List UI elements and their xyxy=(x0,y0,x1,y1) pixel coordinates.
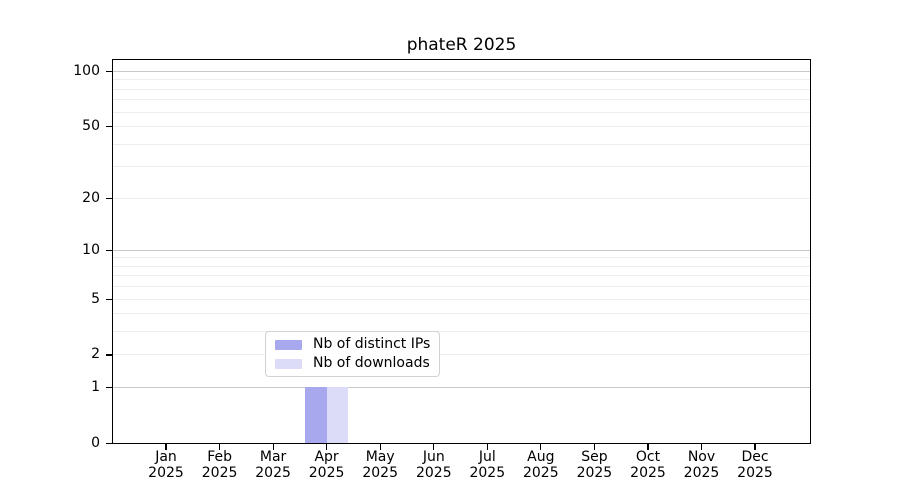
x-tick-label: Dec 2025 xyxy=(722,449,788,481)
x-tick-label: Nov 2025 xyxy=(669,449,735,481)
gridline-minor xyxy=(113,143,810,145)
legend-label: Nb of distinct IPs xyxy=(313,336,431,352)
x-tick-label: Jan 2025 xyxy=(133,449,199,481)
y-tick-label: 20 xyxy=(82,189,100,206)
x-tick-month: Jan xyxy=(155,449,177,465)
x-tick xyxy=(593,444,595,450)
x-tick-label: Aug 2025 xyxy=(508,449,574,481)
x-tick-month: Jul xyxy=(478,449,496,465)
gridline-minor xyxy=(113,265,810,267)
legend-swatch xyxy=(275,358,302,369)
x-tick-year: 2025 xyxy=(148,465,184,481)
y-tick-label: 10 xyxy=(82,241,100,258)
gridline-minor xyxy=(113,354,810,356)
y-tick xyxy=(106,443,113,445)
x-tick xyxy=(700,444,703,450)
x-tick-month: May xyxy=(365,449,395,465)
gridline-minor xyxy=(113,88,810,90)
x-tick-month: Apr xyxy=(314,449,339,465)
x-tick-year: 2025 xyxy=(469,465,506,481)
y-tick-label: 1 xyxy=(91,379,100,396)
gridline-minor xyxy=(113,99,810,101)
x-tick-month: Nov xyxy=(687,449,716,465)
legend-item: Nb of downloads xyxy=(275,356,430,371)
y-tick xyxy=(106,126,113,128)
bar-nb-of-downloads-apr xyxy=(326,387,348,443)
gridline-minor xyxy=(113,275,810,277)
gridline-minor xyxy=(113,126,810,128)
x-tick-year: 2025 xyxy=(415,465,452,481)
gridline-minor xyxy=(113,166,810,168)
x-tick xyxy=(165,444,167,450)
x-tick xyxy=(433,444,435,450)
x-tick xyxy=(326,444,328,450)
x-tick-year: 2025 xyxy=(576,465,613,481)
gridline-major xyxy=(113,71,810,72)
x-tick-label: Mar 2025 xyxy=(240,449,306,481)
x-tick xyxy=(379,444,381,450)
x-tick-label: May 2025 xyxy=(347,449,413,481)
x-tick-label: Jul 2025 xyxy=(454,449,520,481)
gridline-minor xyxy=(113,257,810,259)
y-tick xyxy=(106,354,113,356)
x-tick-year: 2025 xyxy=(683,465,720,481)
y-tick-label: 5 xyxy=(91,290,100,307)
x-tick-year: 2025 xyxy=(630,465,666,481)
gridline-minor xyxy=(113,197,810,199)
legend-label: Nb of downloads xyxy=(313,355,430,371)
x-tick-year: 2025 xyxy=(201,465,238,481)
legend: Nb of distinct IPs Nb of downloads xyxy=(265,331,441,377)
x-tick xyxy=(540,444,542,450)
x-tick-month: Feb xyxy=(207,449,232,465)
x-tick xyxy=(754,444,756,450)
x-tick-label: Sep 2025 xyxy=(561,449,627,481)
y-tick xyxy=(106,71,113,73)
legend-item: Nb of distinct IPs xyxy=(275,337,430,352)
y-tick-label: 100 xyxy=(73,63,100,79)
gridline-minor xyxy=(113,79,810,81)
x-tick-year: 2025 xyxy=(737,465,773,481)
y-tick xyxy=(106,197,113,199)
x-tick xyxy=(272,444,274,450)
y-tick xyxy=(106,298,113,300)
gridline-minor xyxy=(113,298,810,300)
x-tick-year: 2025 xyxy=(522,465,559,481)
chart-title: phateR 2025 xyxy=(406,35,517,55)
y-tick-label: 50 xyxy=(82,118,100,135)
x-tick-year: 2025 xyxy=(308,465,345,481)
x-tick-label: Jun 2025 xyxy=(401,449,467,481)
x-tick-label: Feb 2025 xyxy=(187,449,253,481)
x-tick-year: 2025 xyxy=(362,465,398,481)
x-tick-month: Jun xyxy=(422,449,445,465)
x-tick-month: Dec xyxy=(741,449,769,465)
y-tick xyxy=(106,249,113,251)
y-tick xyxy=(106,387,113,389)
x-tick xyxy=(219,444,221,450)
x-tick-month: Mar xyxy=(259,449,287,465)
gridline-minor xyxy=(113,331,810,333)
x-tick-label: Oct 2025 xyxy=(615,449,681,481)
x-tick-label: Apr 2025 xyxy=(294,449,360,481)
x-tick-month: Oct xyxy=(635,449,661,465)
gridline-minor xyxy=(113,111,810,113)
x-tick xyxy=(486,444,488,450)
gridline-major xyxy=(113,249,810,251)
gridline-minor xyxy=(113,286,810,288)
y-tick-label: 2 xyxy=(91,346,100,363)
x-tick-month: Sep xyxy=(581,449,608,465)
gridline-major xyxy=(113,387,810,389)
x-tick-month: Aug xyxy=(527,449,555,465)
x-tick xyxy=(647,444,649,450)
bar-nb-of-distinct-ips-apr xyxy=(305,387,327,443)
y-tick-label: 0 xyxy=(91,435,100,451)
x-tick-year: 2025 xyxy=(255,465,291,481)
gridline-minor xyxy=(113,313,810,315)
legend-swatch xyxy=(275,339,302,350)
plot-area xyxy=(112,59,811,444)
